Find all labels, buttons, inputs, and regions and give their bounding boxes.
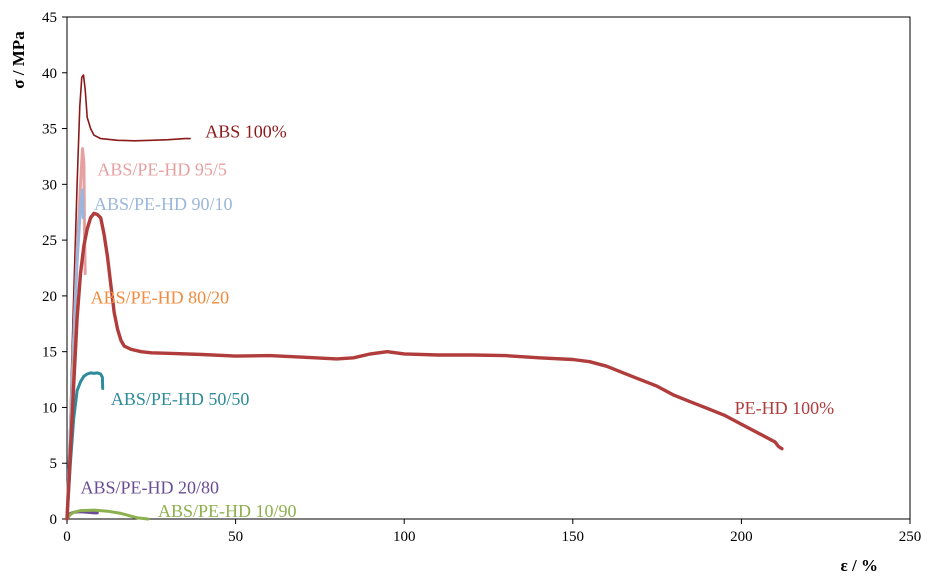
y-tick-label: 40 bbox=[42, 66, 57, 82]
plot-area-border bbox=[66, 16, 911, 520]
x-axis-title: ε / % bbox=[841, 556, 879, 575]
series-label-6: ABS/PE-HD 10/90 bbox=[158, 501, 297, 521]
series-line-7 bbox=[65, 211, 784, 521]
series-label-2: ABS/PE-HD 90/10 bbox=[94, 194, 233, 214]
y-tick-label: 35 bbox=[42, 122, 57, 138]
y-tick-label: 10 bbox=[42, 400, 57, 416]
y-tick-label: 5 bbox=[50, 456, 58, 472]
x-tick-label: 250 bbox=[899, 529, 922, 545]
y-tick-label: 30 bbox=[42, 177, 57, 193]
y-tick-label: 25 bbox=[42, 233, 57, 249]
x-tick-label: 100 bbox=[393, 529, 416, 545]
x-tick-label: 200 bbox=[730, 529, 753, 545]
y-tick-label: 15 bbox=[42, 345, 57, 361]
series-label-4: ABS/PE-HD 50/50 bbox=[111, 389, 250, 409]
series-line-6 bbox=[65, 508, 150, 521]
x-tick-label: 50 bbox=[228, 529, 243, 545]
series-label-7: PE-HD 100% bbox=[735, 398, 835, 418]
series-line-0 bbox=[66, 74, 191, 520]
x-tick-label: 150 bbox=[562, 529, 585, 545]
x-tick-label: 0 bbox=[63, 529, 71, 545]
y-tick-label: 20 bbox=[42, 289, 57, 305]
series-label-3: ABS/PE-HD 80/20 bbox=[91, 288, 230, 308]
y-tick-label: 0 bbox=[50, 512, 58, 528]
series-label-0: ABS 100% bbox=[205, 121, 287, 141]
y-axis-title: σ / MPa bbox=[9, 31, 28, 89]
series-label-1: ABS/PE-HD 95/5 bbox=[97, 159, 227, 179]
series-label-5: ABS/PE-HD 20/80 bbox=[80, 477, 219, 497]
y-tick-label: 45 bbox=[42, 10, 57, 26]
